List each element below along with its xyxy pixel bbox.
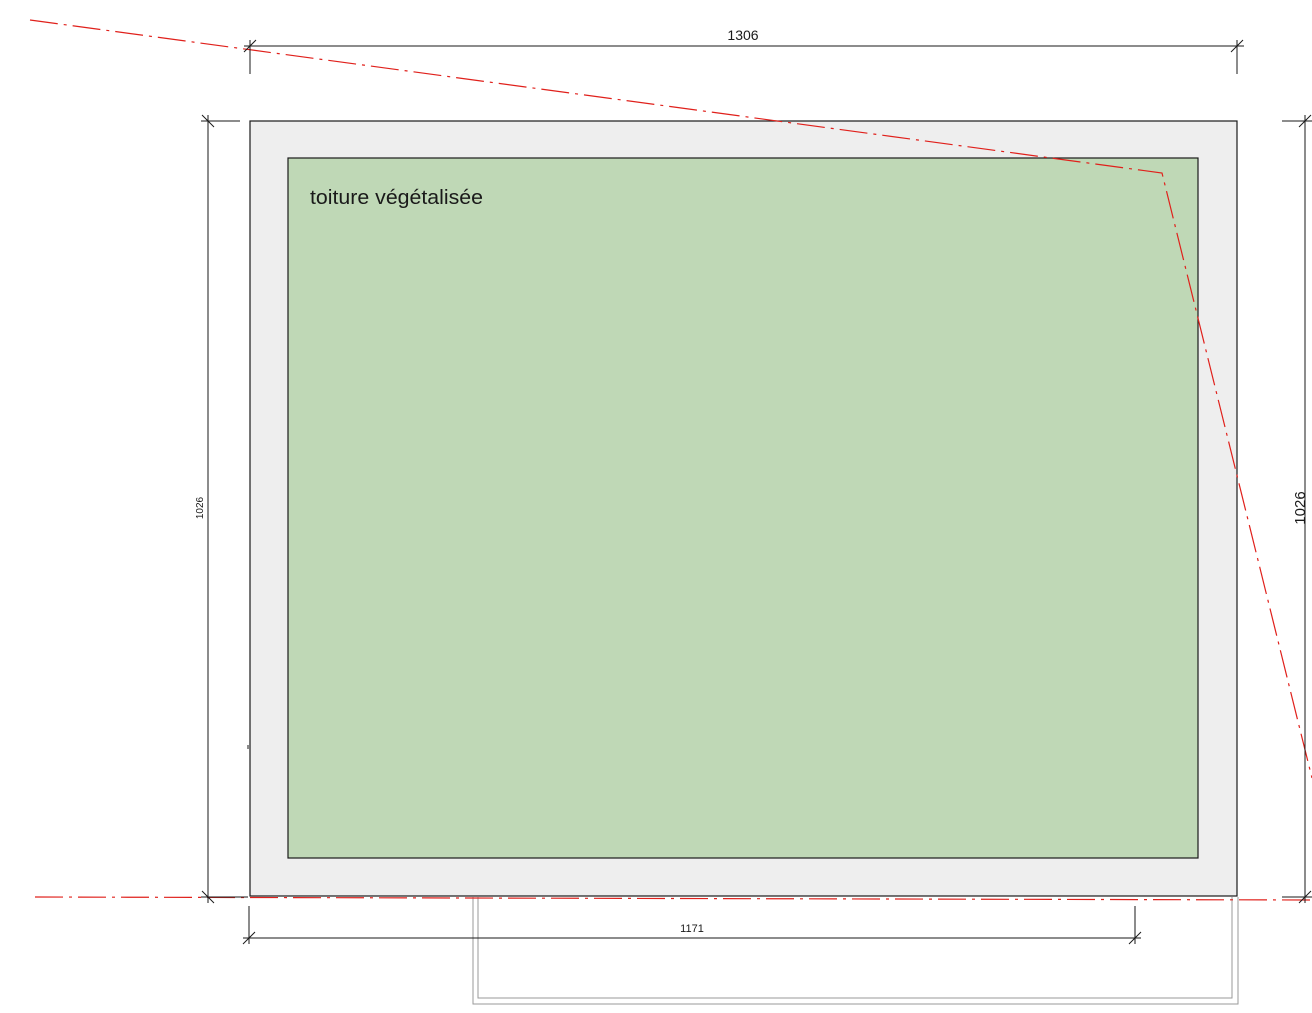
property-line <box>29 19 1312 901</box>
dimension-right <box>1282 114 1312 904</box>
green-roof-zone <box>287 157 1199 859</box>
dimension-bottom <box>242 906 1142 945</box>
dimension-bottom-value: 1171 <box>680 923 704 935</box>
dimension-right-value: 1026 <box>1292 491 1309 524</box>
dimension-top <box>243 39 1244 74</box>
dimension-top-value: 1306 <box>727 27 758 43</box>
lower-structure-outline <box>472 897 1239 1005</box>
dimension-left-value: 1026 <box>195 496 206 519</box>
zone-label: toiture végétalisée <box>310 187 483 209</box>
dimension-left <box>201 114 248 904</box>
